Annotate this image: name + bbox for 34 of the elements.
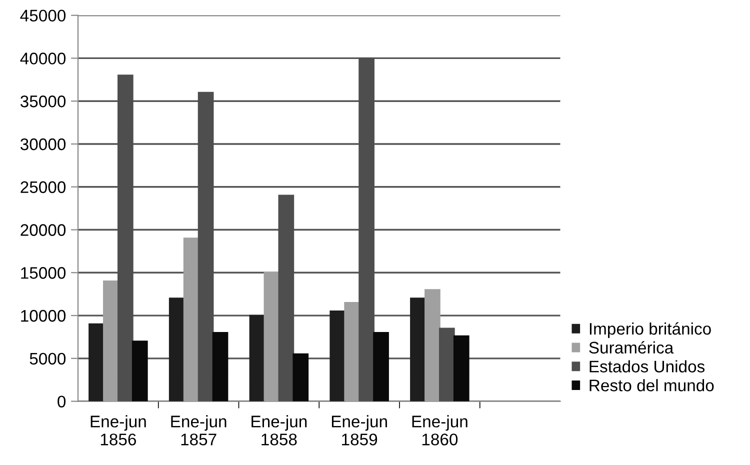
y-tick-label: 35000 [20,96,66,108]
legend-label: Resto del mundo [590,379,714,392]
bar [330,310,346,402]
bar [249,314,266,402]
y-tick-label: 40000 [20,52,66,64]
y-tick-label: 20000 [20,224,66,236]
y-tick-label: 10000 [21,310,66,322]
bar [88,323,104,402]
bar [132,340,148,402]
bar [438,328,455,402]
bar [168,298,185,402]
x-tick-label: Ene-jun 1858 [252,415,307,446]
bar [424,289,440,402]
bar [212,332,228,402]
bar [183,238,200,402]
bar [344,302,360,402]
y-tick-label: 5000 [30,352,66,365]
legend-label: Suramérica [589,341,674,354]
bar [453,335,470,402]
y-tick-label: 15000 [21,267,66,279]
x-tick-label: Ene-jun 1859 [332,415,387,446]
legend-label: Imperio británico [590,322,711,338]
bar [410,298,426,402]
y-tick-label: 0 [58,396,66,408]
y-tick-label: 25000 [20,181,66,194]
legend-label: Estados Unidos [590,360,705,372]
x-tick-label: Ene-jun 1856 [90,415,146,446]
x-tick-label: Ene-jun 1860 [412,415,468,446]
bar [373,332,389,402]
x-tick-label: Ene-jun 1857 [171,415,226,446]
y-tick-label: 45000 [20,10,66,22]
y-tick-label: 30000 [20,138,66,150]
bar [292,353,309,402]
bar [103,280,119,402]
